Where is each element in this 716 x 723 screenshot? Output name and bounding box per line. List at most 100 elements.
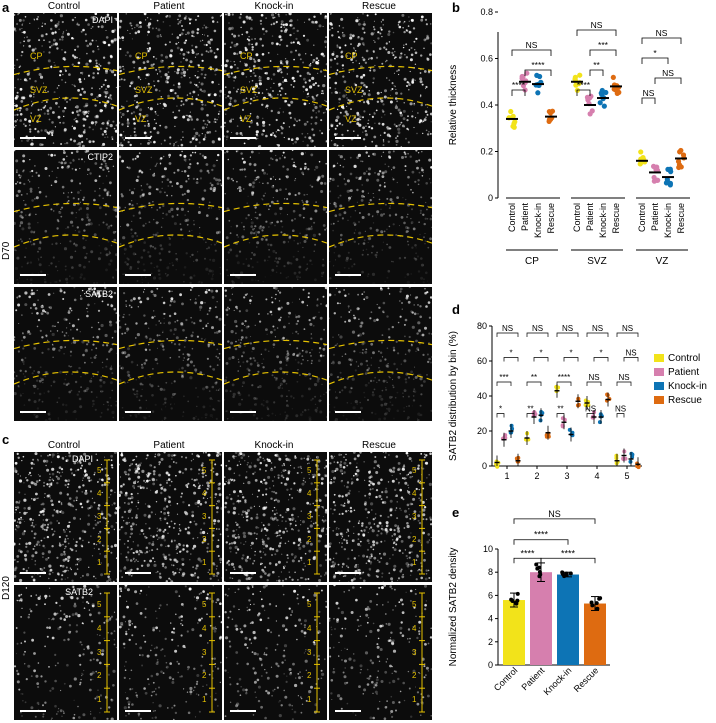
- cell-speckle: [129, 244, 133, 248]
- cell-speckle: [54, 180, 58, 184]
- cell-speckle: [348, 358, 351, 361]
- cell-speckle: [172, 84, 175, 86]
- cell-speckle: [61, 49, 63, 51]
- cell-speckle: [294, 179, 296, 182]
- cell-speckle: [125, 300, 127, 302]
- cell-speckle: [163, 419, 165, 420]
- scale-bar: [20, 411, 46, 413]
- cell-speckle: [49, 521, 53, 525]
- region-boundary: [329, 339, 432, 350]
- cell-speckle: [388, 246, 392, 249]
- cell-speckle: [16, 22, 19, 26]
- cell-speckle: [363, 110, 366, 113]
- cell-speckle: [198, 295, 200, 297]
- cell-speckle: [410, 370, 413, 374]
- cell-speckle: [93, 542, 96, 545]
- cell-speckle: [403, 221, 406, 225]
- cell-speckle: [48, 306, 50, 308]
- cell-speckle: [105, 365, 108, 368]
- cell-speckle: [119, 463, 120, 466]
- cell-speckle: [362, 13, 364, 15]
- cell-speckle: [235, 132, 239, 135]
- cell-speckle: [174, 392, 177, 395]
- cell-speckle: [37, 130, 40, 133]
- cell-speckle: [33, 96, 35, 98]
- cell-speckle: [47, 390, 50, 393]
- cell-speckle: [307, 292, 310, 295]
- cell-speckle: [244, 63, 248, 67]
- cell-speckle: [119, 379, 122, 382]
- cell-speckle: [359, 176, 362, 178]
- cell-speckle: [394, 85, 396, 88]
- cell-speckle: [169, 54, 173, 58]
- cell-speckle: [134, 31, 138, 35]
- cell-speckle: [56, 330, 59, 332]
- cell-speckle: [254, 206, 257, 209]
- cell-speckle: [34, 197, 36, 200]
- cell-speckle: [204, 501, 207, 504]
- cell-speckle: [28, 124, 31, 126]
- cell-speckle: [100, 412, 103, 414]
- cell-speckle: [225, 410, 228, 413]
- cell-speckle: [47, 293, 51, 296]
- cell-speckle: [75, 496, 78, 499]
- cell-speckle: [261, 133, 264, 136]
- cell-speckle: [329, 293, 332, 297]
- cell-speckle: [47, 90, 49, 93]
- cell-speckle: [410, 221, 414, 224]
- cell-speckle: [180, 19, 182, 22]
- cell-speckle: [380, 21, 382, 23]
- cell-speckle: [108, 250, 111, 253]
- cell-speckle: [113, 28, 117, 32]
- cell-speckle: [247, 264, 250, 267]
- cell-speckle: [21, 216, 24, 219]
- cell-speckle: [31, 575, 34, 578]
- cell-speckle: [191, 321, 194, 324]
- micrograph-satb2-patient: [119, 287, 222, 421]
- cell-speckle: [196, 76, 199, 79]
- cell-speckle: [381, 334, 384, 336]
- cell-speckle: [96, 291, 100, 294]
- cell-speckle: [285, 13, 287, 16]
- cell-speckle: [50, 208, 53, 211]
- cell-speckle: [141, 388, 143, 391]
- cell-speckle: [230, 330, 234, 334]
- cell-speckle: [154, 247, 157, 250]
- cell-speckle: [385, 411, 389, 415]
- cell-speckle: [186, 69, 189, 71]
- cell-speckle: [46, 311, 50, 315]
- cell-speckle: [76, 56, 78, 59]
- cell-speckle: [299, 276, 301, 279]
- cell-speckle: [33, 347, 37, 350]
- cell-speckle: [120, 453, 123, 457]
- cell-speckle: [388, 135, 392, 138]
- cell-speckle: [110, 55, 113, 59]
- cell-speckle: [419, 305, 422, 308]
- cell-speckle: [123, 510, 127, 514]
- region-boundary: [119, 371, 222, 385]
- cell-speckle: [77, 318, 80, 321]
- cell-speckle: [280, 26, 283, 28]
- cell-speckle: [289, 262, 292, 264]
- cell-speckle: [166, 266, 170, 270]
- cell-speckle: [414, 117, 417, 119]
- cell-speckle: [180, 323, 184, 327]
- cell-speckle: [137, 296, 141, 300]
- cell-speckle: [98, 63, 101, 66]
- cell-speckle: [77, 230, 81, 234]
- cell-speckle: [406, 280, 410, 284]
- cell-speckle: [158, 273, 161, 276]
- cell-speckle: [110, 292, 113, 294]
- cell-speckle: [194, 83, 196, 85]
- cell-speckle: [296, 347, 299, 350]
- cell-speckle: [56, 401, 59, 404]
- cell-speckle: [200, 107, 204, 111]
- cell-speckle: [340, 238, 342, 240]
- cell-speckle: [84, 161, 86, 163]
- cell-speckle: [74, 250, 77, 253]
- cell-speckle: [250, 257, 253, 260]
- cell-speckle: [122, 65, 124, 68]
- cell-speckle: [167, 532, 169, 534]
- cell-speckle: [156, 131, 160, 135]
- cell-speckle: [427, 246, 430, 249]
